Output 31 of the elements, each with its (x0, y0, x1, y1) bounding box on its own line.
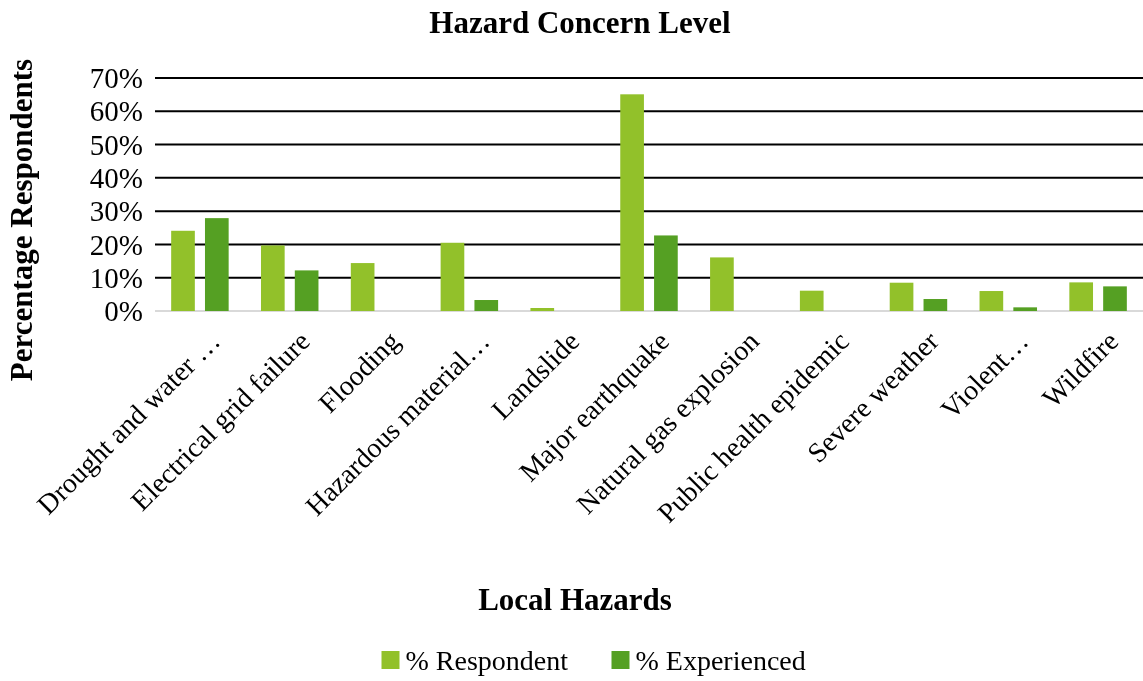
bar (710, 257, 734, 311)
y-tick-label: 20% (89, 228, 143, 261)
bar (979, 291, 1004, 311)
y-tick-label: 70% (89, 62, 143, 95)
y-tick-label: 30% (89, 195, 143, 228)
bar (350, 263, 375, 311)
x-axis-title: Local Hazards (478, 582, 672, 617)
bar (889, 282, 914, 311)
bar (440, 242, 465, 311)
y-axis-title: Percentage Respondents (4, 58, 39, 382)
bar (530, 308, 555, 311)
bar (799, 290, 824, 311)
legend-label: % Respondent (405, 644, 569, 676)
bar (620, 94, 644, 311)
y-tick-label: 60% (89, 95, 143, 128)
y-tick-label: 10% (89, 261, 143, 294)
y-tick-label: 0% (104, 295, 143, 328)
y-tick-label: 50% (89, 128, 143, 161)
bar (204, 218, 229, 311)
bar (294, 270, 319, 311)
bar (1013, 307, 1038, 311)
bar (654, 235, 678, 311)
bar (923, 299, 948, 311)
bar (260, 245, 285, 311)
bar (171, 230, 195, 311)
bar (1069, 282, 1094, 311)
bar (1103, 286, 1127, 311)
bar (474, 300, 499, 311)
chart-title: Hazard Concern Level (429, 5, 732, 40)
legend-label: % Experienced (635, 644, 806, 676)
y-tick-label: 40% (89, 162, 143, 195)
